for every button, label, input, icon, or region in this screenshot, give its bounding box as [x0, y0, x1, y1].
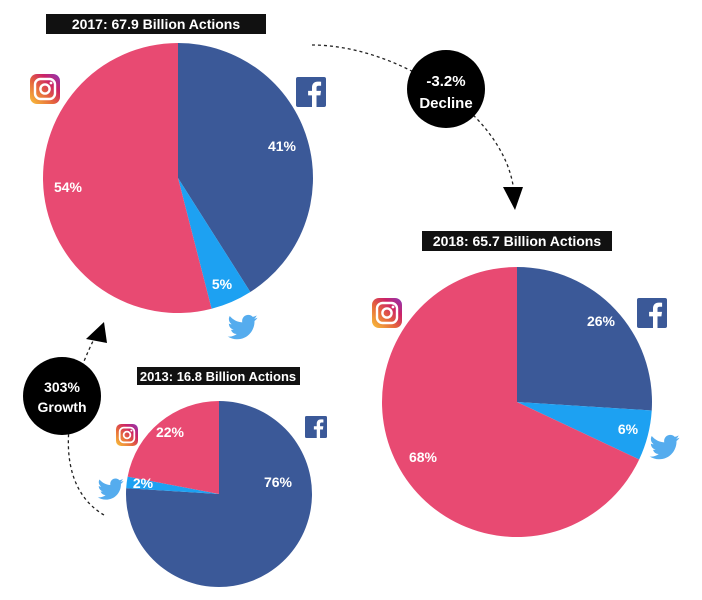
- pie-2013-slice-instagram: [127, 401, 219, 494]
- pie-2018-slices: 26% 6% 68%: [381, 267, 652, 537]
- pie-2017-slice-facebook: [178, 43, 314, 292]
- pie-2018-label-instagram: 68%: [409, 449, 438, 465]
- pie-2018-slice-twitter: [517, 402, 652, 460]
- pie-2018-slice-facebook: [517, 267, 652, 411]
- pie-2017-label-facebook: 41%: [268, 138, 297, 154]
- instagram-icon: [30, 74, 60, 104]
- pie-2013-label-twitter: 2%: [133, 475, 154, 491]
- chart-title-2018: 2018: 65.7 Billion Actions: [422, 231, 612, 251]
- facebook-icon: [305, 416, 327, 438]
- growth-callout: 303% Growth: [23, 357, 101, 435]
- decline-arrow: [311, 44, 523, 210]
- pie-2017-slice-twitter: [178, 178, 251, 309]
- growth-callout-label: Growth: [38, 399, 87, 415]
- pie-2017-label-instagram: 54%: [54, 179, 83, 195]
- chart-title-2013: 2013: 16.8 Billion Actions: [137, 367, 300, 385]
- decline-callout-value: -3.2%: [426, 73, 465, 90]
- chart-title-2017-text: 2017: 67.9 Billion Actions: [72, 16, 241, 32]
- facebook-icon: [296, 77, 326, 107]
- pie-2018-label-facebook: 26%: [587, 313, 616, 329]
- pie-2013-slices: 76% 2% 22%: [125, 401, 312, 587]
- pie-2013-label-instagram: 22%: [156, 424, 185, 440]
- twitter-icon: [649, 434, 680, 460]
- chart-title-2017: 2017: 67.9 Billion Actions: [46, 14, 266, 34]
- platform-icons: [30, 74, 680, 500]
- pie-2017-slice-instagram: [43, 43, 212, 313]
- facebook-icon: [637, 298, 667, 328]
- decline-callout: -3.2% Decline: [407, 50, 485, 128]
- instagram-icon: [116, 424, 138, 446]
- decline-callout-label: Decline: [419, 95, 472, 112]
- twitter-icon: [97, 478, 124, 500]
- chart-title-2018-text: 2018: 65.7 Billion Actions: [433, 233, 602, 249]
- pie-chart-2017: 2017: 67.9 Billion Actions 41% 5% 54%: [43, 14, 314, 313]
- growth-callout-value: 303%: [44, 379, 80, 395]
- pie-2017-slices: 41% 5% 54%: [43, 43, 314, 313]
- pie-chart-2018: 2018: 65.7 Billion Actions 26% 6% 68%: [381, 231, 652, 537]
- pie-2013-slice-twitter: [126, 476, 219, 494]
- pie-2013-label-facebook: 76%: [264, 474, 293, 490]
- pie-chart-2013: 2013: 16.8 Billion Actions 76% 2% 22%: [125, 367, 312, 587]
- growth-arrow: [67, 322, 107, 516]
- instagram-icon: [372, 298, 402, 328]
- chart-title-2013-text: 2013: 16.8 Billion Actions: [140, 369, 296, 384]
- twitter-icon: [227, 314, 258, 340]
- pie-2017-label-twitter: 5%: [212, 276, 233, 292]
- pie-2018-label-twitter: 6%: [618, 421, 639, 437]
- pie-2018-slice-instagram: [381, 267, 640, 537]
